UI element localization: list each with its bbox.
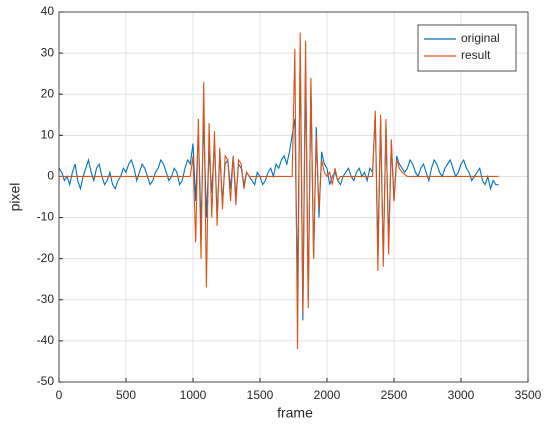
x-tick-label: 3500	[515, 388, 542, 402]
legend-label: result	[461, 48, 491, 62]
x-tick-label: 1500	[247, 388, 274, 402]
x-tick-label: 2500	[381, 388, 408, 402]
y-tick-label: -20	[37, 251, 55, 265]
line-series	[59, 32, 499, 350]
x-tick-label: 2000	[314, 388, 341, 402]
x-axis-label: frame	[277, 405, 313, 421]
y-tick-label: 40	[41, 4, 55, 18]
legend-box	[417, 24, 517, 72]
y-tick-label: -30	[37, 292, 55, 306]
y-tick-label: 10	[41, 128, 55, 142]
x-tick-label: 3000	[448, 388, 475, 402]
y-tick-label: 30	[41, 45, 55, 59]
x-tick-label: 1000	[180, 388, 207, 402]
axes-box	[58, 11, 529, 383]
y-tick-label: 0	[47, 169, 54, 183]
x-tick-label: 500	[116, 388, 136, 402]
legend-label: original	[461, 31, 500, 45]
line-series	[58, 53, 499, 321]
y-tick-label: -50	[37, 374, 55, 388]
y-tick-label: -10	[37, 210, 55, 224]
x-tick-label: 0	[56, 388, 63, 402]
y-tick-label: -40	[37, 333, 55, 347]
y-axis-label: pixel	[7, 183, 23, 212]
y-tick-label: 20	[41, 86, 55, 100]
